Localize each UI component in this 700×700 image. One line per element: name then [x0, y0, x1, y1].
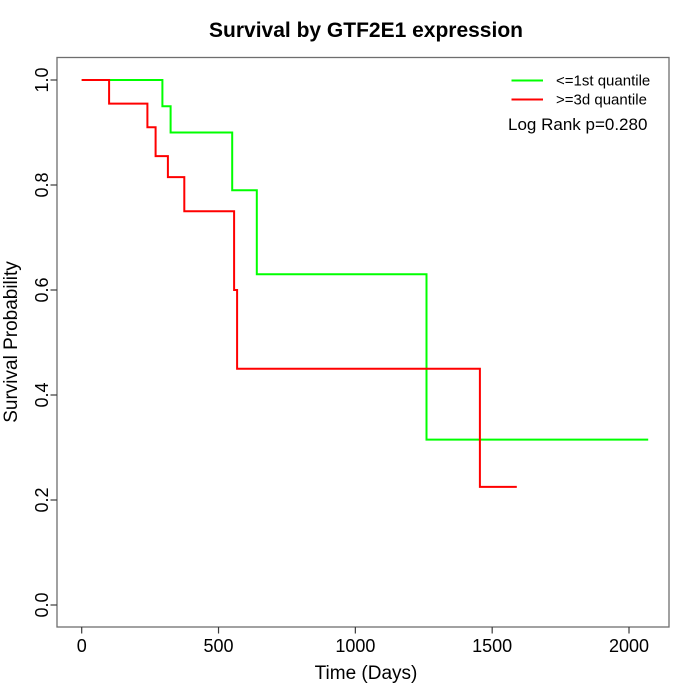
legend: <=1st quantile >=3d quantile Log Rank p=… — [508, 73, 650, 135]
legend-label-3d-quantile: >=3d quantile — [556, 92, 647, 109]
legend-label-1st-quantile: <=1st quantile — [556, 73, 650, 90]
x-axis-label: Time (Days) — [315, 663, 418, 684]
y-tick-label: 0.4 — [32, 382, 52, 407]
survival-curve-0 — [81, 79, 649, 441]
survival-curve-1 — [81, 79, 517, 488]
x-tick-label: 0 — [77, 636, 87, 656]
chart-area — [81, 79, 649, 488]
y-tick-label: 0.8 — [32, 172, 52, 197]
y-tick-label: 1.0 — [32, 67, 52, 92]
x-tick-label: 1500 — [472, 636, 512, 656]
y-axis-label: Survival Probability — [1, 261, 22, 423]
x-tick-label: 2000 — [609, 636, 649, 656]
y-tick-label: 0.0 — [32, 592, 52, 617]
y-tick-label: 0.2 — [32, 487, 52, 512]
y-axis-ticks: 0.0 0.2 0.4 0.6 0.8 1.0 — [32, 67, 57, 618]
plot-title: Survival by GTF2E1 expression — [209, 19, 523, 42]
x-tick-label: 500 — [204, 636, 234, 656]
y-tick-label: 0.6 — [32, 277, 52, 302]
log-rank-note: Log Rank p=0.280 — [508, 115, 647, 134]
x-tick-label: 1000 — [335, 636, 375, 656]
plot-border — [56, 56, 670, 628]
x-axis-ticks: 0 500 1000 1500 2000 — [77, 627, 649, 656]
